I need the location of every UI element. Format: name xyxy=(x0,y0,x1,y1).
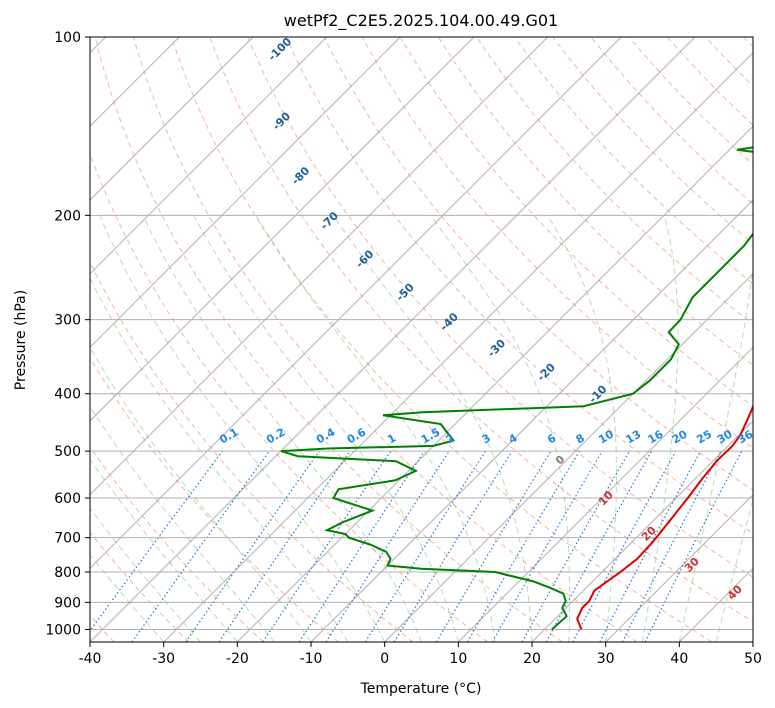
dry-adiabat-line xyxy=(90,531,190,642)
x-tick-label: -10 xyxy=(300,651,323,667)
isotherm-line xyxy=(457,346,753,642)
x-tick-label: -40 xyxy=(79,651,102,667)
x-tick-label: 0 xyxy=(380,651,389,667)
temperature-profile-line xyxy=(576,403,753,630)
y-tick-label: 1000 xyxy=(45,622,81,638)
dry-adiabat-line xyxy=(361,37,753,449)
x-tick-label: 50 xyxy=(744,651,762,667)
y-tick-label: 300 xyxy=(54,313,81,329)
isotherm-line xyxy=(90,37,549,496)
isotherm-line xyxy=(90,37,622,570)
y-tick-label: 200 xyxy=(54,208,81,224)
mixing-ratio-line xyxy=(185,450,320,642)
y-tick-label: 800 xyxy=(54,565,81,581)
y-tick-label: 100 xyxy=(54,30,81,46)
moist-adiabat-line xyxy=(99,215,386,642)
isotherm-line xyxy=(163,51,753,642)
mixing-ratio-line xyxy=(218,450,351,642)
isotherm-line xyxy=(384,272,753,642)
isotherm-line xyxy=(90,37,696,642)
dry-adiabat-line xyxy=(94,37,563,642)
y-tick-label: 600 xyxy=(54,491,81,507)
isotherm-line xyxy=(90,37,401,349)
moist-adiabat-line xyxy=(332,215,533,642)
moist-adiabat-line xyxy=(642,215,679,642)
x-tick-label: 30 xyxy=(597,651,615,667)
isotherm-line xyxy=(90,37,475,422)
dry-adiabat-line xyxy=(514,37,753,285)
mixing-ratio-line xyxy=(393,450,513,642)
moist-adiabat-line xyxy=(193,215,459,642)
moist-adiabat-line xyxy=(90,405,275,642)
plot-background xyxy=(90,37,753,642)
dry-adiabat-line xyxy=(90,260,414,642)
mixing-ratio-line xyxy=(521,450,631,642)
mixing-ratio-line xyxy=(572,450,677,642)
x-tick-label: 10 xyxy=(449,651,467,667)
mixing-ratio-line xyxy=(325,450,450,642)
moist-adiabat-line xyxy=(430,215,571,642)
mixing-ratio-line xyxy=(298,450,425,642)
moist-adiabat-line xyxy=(90,346,312,642)
y-tick-label: 400 xyxy=(54,387,81,403)
y-tick-label: 500 xyxy=(54,444,81,460)
mixing-ratio-line xyxy=(90,450,223,632)
mixing-ratio-line xyxy=(545,450,653,642)
isotherm-line xyxy=(90,37,254,201)
dry-adiabat-line xyxy=(247,37,753,578)
isotherm-line xyxy=(90,37,328,275)
isotherm-line xyxy=(605,493,753,642)
plot-frame xyxy=(89,36,754,643)
dry-adiabat-line xyxy=(132,37,638,642)
isotherm-line xyxy=(236,125,753,642)
y-tick-label: 900 xyxy=(54,595,81,611)
chart-title: wetPf2_C2E5.2025.104.00.49.G01 xyxy=(284,11,558,31)
x-tick-label: 20 xyxy=(523,651,541,667)
dry-adiabat-line xyxy=(90,356,339,642)
dry-adiabat-line xyxy=(90,152,488,642)
x-tick-label: -20 xyxy=(226,651,249,667)
x-axis-label: Temperature (°C) xyxy=(360,681,482,697)
moist-adiabat-line xyxy=(90,458,238,642)
y-axis-label: Pressure (hPa) xyxy=(13,290,29,390)
mixing-ratio-line xyxy=(262,450,392,642)
mixing-ratio-line xyxy=(131,450,270,642)
y-tick-label: 700 xyxy=(54,531,81,547)
isotherm-line xyxy=(531,420,753,642)
dewpoint-profile-line xyxy=(280,146,753,631)
moist-adiabat-line xyxy=(678,264,753,642)
mixing-ratio-line xyxy=(644,450,743,642)
dry-adiabat-line xyxy=(209,37,753,623)
dry-adiabat-line xyxy=(90,446,264,642)
x-tick-label: 40 xyxy=(670,651,688,667)
dry-adiabat-line xyxy=(171,37,712,642)
moist-adiabat-line xyxy=(142,215,422,642)
x-tick-label: -30 xyxy=(152,651,175,667)
dry-adiabat-line xyxy=(399,37,753,407)
isotherm-line xyxy=(752,641,753,642)
moist-adiabat-line xyxy=(547,215,617,642)
